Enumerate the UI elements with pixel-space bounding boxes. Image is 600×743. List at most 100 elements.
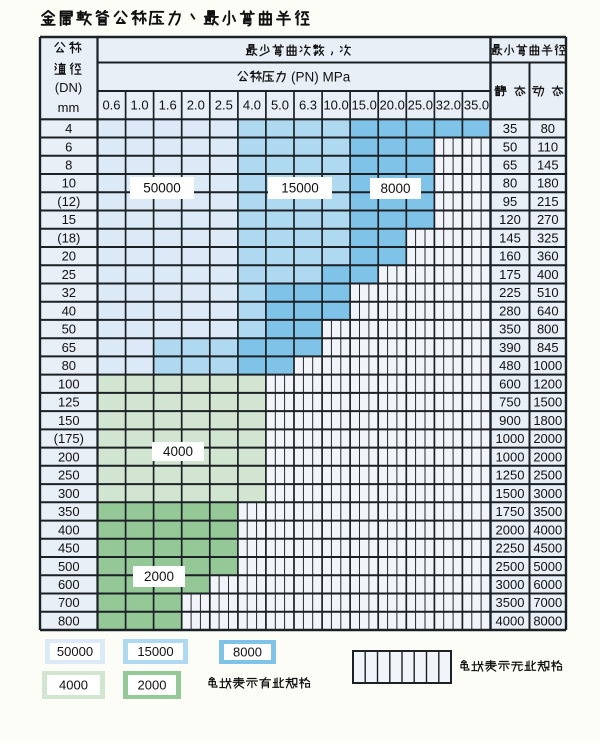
svg-text:400: 400 xyxy=(58,522,80,537)
svg-text:1800: 1800 xyxy=(533,413,562,428)
svg-text:160: 160 xyxy=(499,249,521,264)
svg-text:1.0: 1.0 xyxy=(131,98,149,113)
svg-text:32: 32 xyxy=(62,285,76,300)
svg-text:3000: 3000 xyxy=(496,577,525,592)
svg-text:280: 280 xyxy=(499,303,521,318)
svg-text:(PN) MPa: (PN) MPa xyxy=(291,70,351,85)
svg-text:500: 500 xyxy=(58,559,80,574)
svg-text:1500: 1500 xyxy=(533,395,562,410)
svg-text:10: 10 xyxy=(62,176,76,191)
svg-text:510: 510 xyxy=(537,285,559,300)
svg-text:8000: 8000 xyxy=(380,181,410,196)
svg-text:700: 700 xyxy=(58,595,80,610)
svg-text:2000: 2000 xyxy=(533,431,562,446)
svg-text:4000: 4000 xyxy=(533,522,562,537)
svg-text:120: 120 xyxy=(499,212,521,227)
svg-text:1750: 1750 xyxy=(496,504,525,519)
svg-text:65: 65 xyxy=(503,158,517,173)
svg-text:225: 225 xyxy=(499,285,521,300)
svg-text:6000: 6000 xyxy=(533,577,562,592)
svg-text:100: 100 xyxy=(58,376,80,391)
svg-text:2500: 2500 xyxy=(496,559,525,574)
svg-text:350: 350 xyxy=(499,322,521,337)
svg-text:360: 360 xyxy=(537,249,559,264)
svg-text:4: 4 xyxy=(65,121,72,136)
svg-text:80: 80 xyxy=(541,121,555,136)
svg-text:4.0: 4.0 xyxy=(243,98,261,113)
svg-text:4500: 4500 xyxy=(533,541,562,556)
svg-text:3000: 3000 xyxy=(533,486,562,501)
svg-text:2500: 2500 xyxy=(533,468,562,483)
svg-text:32.0: 32.0 xyxy=(436,98,461,113)
svg-text:1250: 1250 xyxy=(496,468,525,483)
svg-text:3500: 3500 xyxy=(533,504,562,519)
svg-text:(175): (175) xyxy=(54,431,84,446)
svg-text:1500: 1500 xyxy=(496,486,525,501)
svg-text:35: 35 xyxy=(503,121,517,136)
svg-text:110: 110 xyxy=(537,139,558,154)
svg-text:250: 250 xyxy=(58,468,80,483)
svg-text:6: 6 xyxy=(65,139,72,154)
svg-text:50: 50 xyxy=(503,139,517,154)
svg-text:10.0: 10.0 xyxy=(323,98,348,113)
svg-text:2000: 2000 xyxy=(533,449,562,464)
svg-text:20: 20 xyxy=(62,249,76,264)
svg-text:400: 400 xyxy=(537,267,559,282)
svg-text:2.5: 2.5 xyxy=(215,98,233,113)
svg-text:2.0: 2.0 xyxy=(187,98,205,113)
svg-text:8000: 8000 xyxy=(533,614,562,629)
svg-text:600: 600 xyxy=(499,376,521,391)
svg-text:1000: 1000 xyxy=(496,449,525,464)
svg-text:80: 80 xyxy=(62,358,76,373)
svg-text:640: 640 xyxy=(537,303,559,318)
svg-text:5000: 5000 xyxy=(533,559,562,574)
svg-text:15: 15 xyxy=(62,212,76,227)
svg-text:6.3: 6.3 xyxy=(299,98,317,113)
svg-text:2000: 2000 xyxy=(144,569,174,584)
svg-text:1200: 1200 xyxy=(533,376,562,391)
svg-text:150: 150 xyxy=(58,413,80,428)
svg-text:25.0: 25.0 xyxy=(408,98,433,113)
svg-text:50: 50 xyxy=(62,322,76,337)
svg-text:35.0: 35.0 xyxy=(464,98,489,113)
svg-text:(12): (12) xyxy=(57,194,80,209)
svg-text:4000: 4000 xyxy=(59,678,88,693)
svg-text:2250: 2250 xyxy=(496,541,525,556)
svg-text:200: 200 xyxy=(58,449,80,464)
svg-text:2000: 2000 xyxy=(496,522,525,537)
svg-text:7000: 7000 xyxy=(533,595,562,610)
svg-text:8000: 8000 xyxy=(233,645,262,660)
svg-text:750: 750 xyxy=(499,395,521,410)
svg-text:80: 80 xyxy=(503,176,517,191)
svg-text:600: 600 xyxy=(58,577,80,592)
svg-text:50000: 50000 xyxy=(143,181,181,196)
svg-text:1000: 1000 xyxy=(533,358,562,373)
svg-text:175: 175 xyxy=(499,267,521,282)
svg-text:180: 180 xyxy=(537,176,559,191)
svg-text:15.0: 15.0 xyxy=(352,98,377,113)
svg-text:(18): (18) xyxy=(57,231,80,246)
svg-text:845: 845 xyxy=(537,340,559,355)
svg-text:1.6: 1.6 xyxy=(159,98,177,113)
svg-text:800: 800 xyxy=(537,322,559,337)
svg-text:800: 800 xyxy=(58,614,80,629)
svg-text:125: 125 xyxy=(58,395,80,410)
svg-text:5.0: 5.0 xyxy=(271,98,289,113)
svg-text:350: 350 xyxy=(58,504,80,519)
svg-text:4000: 4000 xyxy=(163,444,193,459)
svg-text:15000: 15000 xyxy=(137,644,173,659)
svg-text:50000: 50000 xyxy=(57,644,93,659)
svg-text:95: 95 xyxy=(503,194,517,209)
svg-text:65: 65 xyxy=(62,340,76,355)
svg-text:mm: mm xyxy=(58,100,80,115)
svg-text:300: 300 xyxy=(58,486,80,501)
svg-text:900: 900 xyxy=(499,413,521,428)
svg-text:2000: 2000 xyxy=(138,678,167,693)
svg-text:8: 8 xyxy=(65,158,72,173)
svg-text:20.0: 20.0 xyxy=(380,98,405,113)
svg-text:4000: 4000 xyxy=(496,614,525,629)
svg-text:215: 215 xyxy=(537,194,559,209)
svg-text:270: 270 xyxy=(537,212,559,227)
svg-text:3500: 3500 xyxy=(496,595,525,610)
svg-text:480: 480 xyxy=(499,358,521,373)
